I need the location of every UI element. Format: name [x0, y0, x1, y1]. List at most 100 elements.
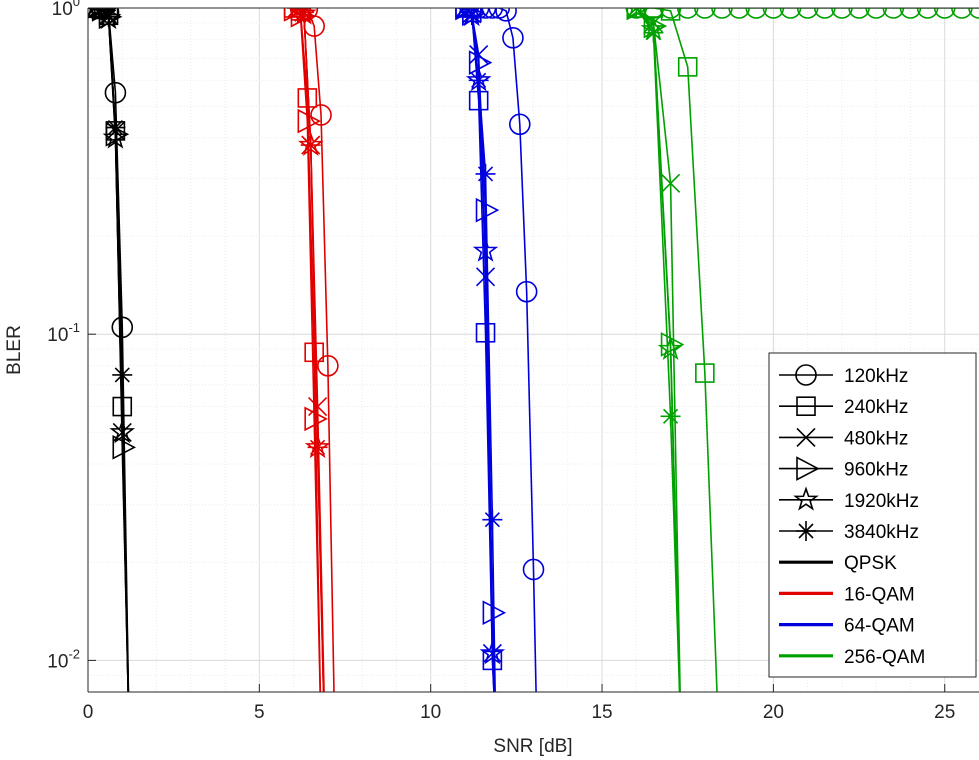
data-point-triangle-right [660, 332, 685, 357]
data-point-circle [951, 8, 973, 19]
data-point-circle [762, 8, 785, 19]
grid-lines [87, 7, 979, 693]
series-256-qam-3840khz [626, 8, 681, 692]
data-point-triangle-right [468, 50, 493, 75]
data-point-circle [474, 8, 497, 19]
x-tick-label: 25 [934, 702, 955, 723]
series-line [635, 8, 681, 692]
data-point-circle [813, 8, 836, 19]
data-point-circle [502, 27, 524, 49]
series-line [636, 8, 718, 692]
data-point-asterisk [91, 8, 112, 20]
data-point-asterisk [660, 406, 681, 427]
data-point-asterisk [307, 437, 328, 458]
series-line [635, 8, 681, 692]
legend-marker-triangle-right [796, 456, 820, 481]
axes: 0 5 10 15 20 25 10-2 10-1 100 [47, 0, 979, 723]
data-point-circle [848, 8, 870, 19]
x-tick-label: 20 [763, 702, 784, 723]
series-line [471, 8, 537, 692]
legend-item-120khz: 120kHz [779, 364, 908, 387]
data-point-circle [659, 8, 682, 19]
data-point-circle [933, 8, 956, 19]
legend-item-16-qam: 16-QAM [779, 584, 915, 605]
y-axis-label: BLER [4, 325, 25, 375]
data-point-asterisk [105, 117, 126, 138]
x-tick-label: 5 [254, 702, 265, 723]
y-tick-label: 100 [52, 0, 80, 20]
legend-item-64-qam: 64-QAM [779, 616, 915, 637]
data-point-asterisk [293, 8, 314, 23]
data-point-circle [865, 8, 887, 19]
legend-label: 960kHz [844, 460, 908, 481]
legend-item-240khz: 240kHz [779, 396, 908, 418]
legend-marker-square [796, 396, 816, 417]
series-qpsk-3840khz [88, 8, 133, 692]
data-point-star [472, 237, 499, 262]
data-point-asterisk [112, 364, 133, 385]
legend-marker-asterisk [796, 521, 816, 541]
data-point-circle [711, 8, 733, 19]
x-tick-label: 0 [83, 702, 94, 723]
data-point-circle [495, 8, 517, 22]
legend-label: 1920kHz [844, 491, 919, 512]
data-point-circle [104, 81, 127, 104]
data-point-asterisk [468, 70, 489, 91]
legend-label: 3840kHz [844, 522, 919, 543]
legend-label: 240kHz [844, 397, 908, 418]
legend-item-qpsk: QPSK [779, 553, 897, 574]
data-point-circle [831, 8, 853, 19]
data-point-asterisk [461, 8, 482, 26]
series-64-qam-3840khz [454, 8, 503, 692]
legend-label: 64-QAM [844, 616, 915, 637]
data-point-square [660, 8, 681, 21]
data-point-circle [522, 558, 545, 581]
legend-item-3840khz: 3840kHz [779, 521, 919, 543]
data-point-circle [899, 8, 922, 19]
data-point-circle [745, 8, 768, 19]
legend-item-480khz: 480kHz [779, 427, 908, 449]
data-point-star [657, 335, 684, 360]
x-tick-label: 15 [591, 702, 612, 723]
data-point-square [475, 322, 496, 343]
legend-marker-circle [795, 364, 817, 386]
legend-marker-star [793, 486, 819, 511]
x-axis-label: SNR [dB] [493, 736, 572, 757]
data-point-star [109, 418, 136, 444]
series-layer [88, 8, 979, 692]
data-point-x [661, 173, 681, 193]
x-tick-label: 10 [420, 702, 441, 723]
data-point-circle [694, 8, 716, 19]
data-point-circle [728, 8, 750, 19]
data-point-x [469, 44, 489, 65]
y-tick-label: 10-2 [47, 646, 80, 672]
data-point-triangle-right [304, 406, 328, 432]
data-point-circle [111, 316, 134, 339]
legend-marker-x [796, 427, 816, 447]
data-point-square [283, 8, 304, 18]
legend-label: 480kHz [844, 428, 908, 449]
data-point-circle [882, 8, 905, 19]
data-point-circle [515, 280, 538, 303]
data-point-circle [467, 8, 490, 19]
series-16-qam-3840khz [287, 8, 328, 692]
data-point-circle [916, 8, 939, 19]
data-point-triangle-right [283, 8, 308, 22]
data-point-circle [310, 104, 332, 126]
data-point-asterisk [475, 163, 496, 184]
data-point-asterisk [98, 8, 119, 27]
data-point-star [479, 640, 506, 665]
data-point-circle [508, 113, 531, 136]
data-point-x [308, 396, 328, 417]
data-point-circle [796, 8, 819, 19]
data-point-circle [676, 8, 699, 19]
legend-item-960khz: 960kHz [779, 456, 908, 481]
legend: 120kHz 240kHz 480kHz 960kHz 1920kHz 3840kHz QP… [768, 352, 977, 678]
legend-label: 16-QAM [844, 584, 915, 605]
data-point-circle [779, 8, 802, 19]
legend-label: 120kHz [844, 366, 908, 387]
data-point-square [304, 342, 324, 363]
data-point-asterisk [482, 509, 503, 530]
legend-label: QPSK [844, 553, 897, 574]
